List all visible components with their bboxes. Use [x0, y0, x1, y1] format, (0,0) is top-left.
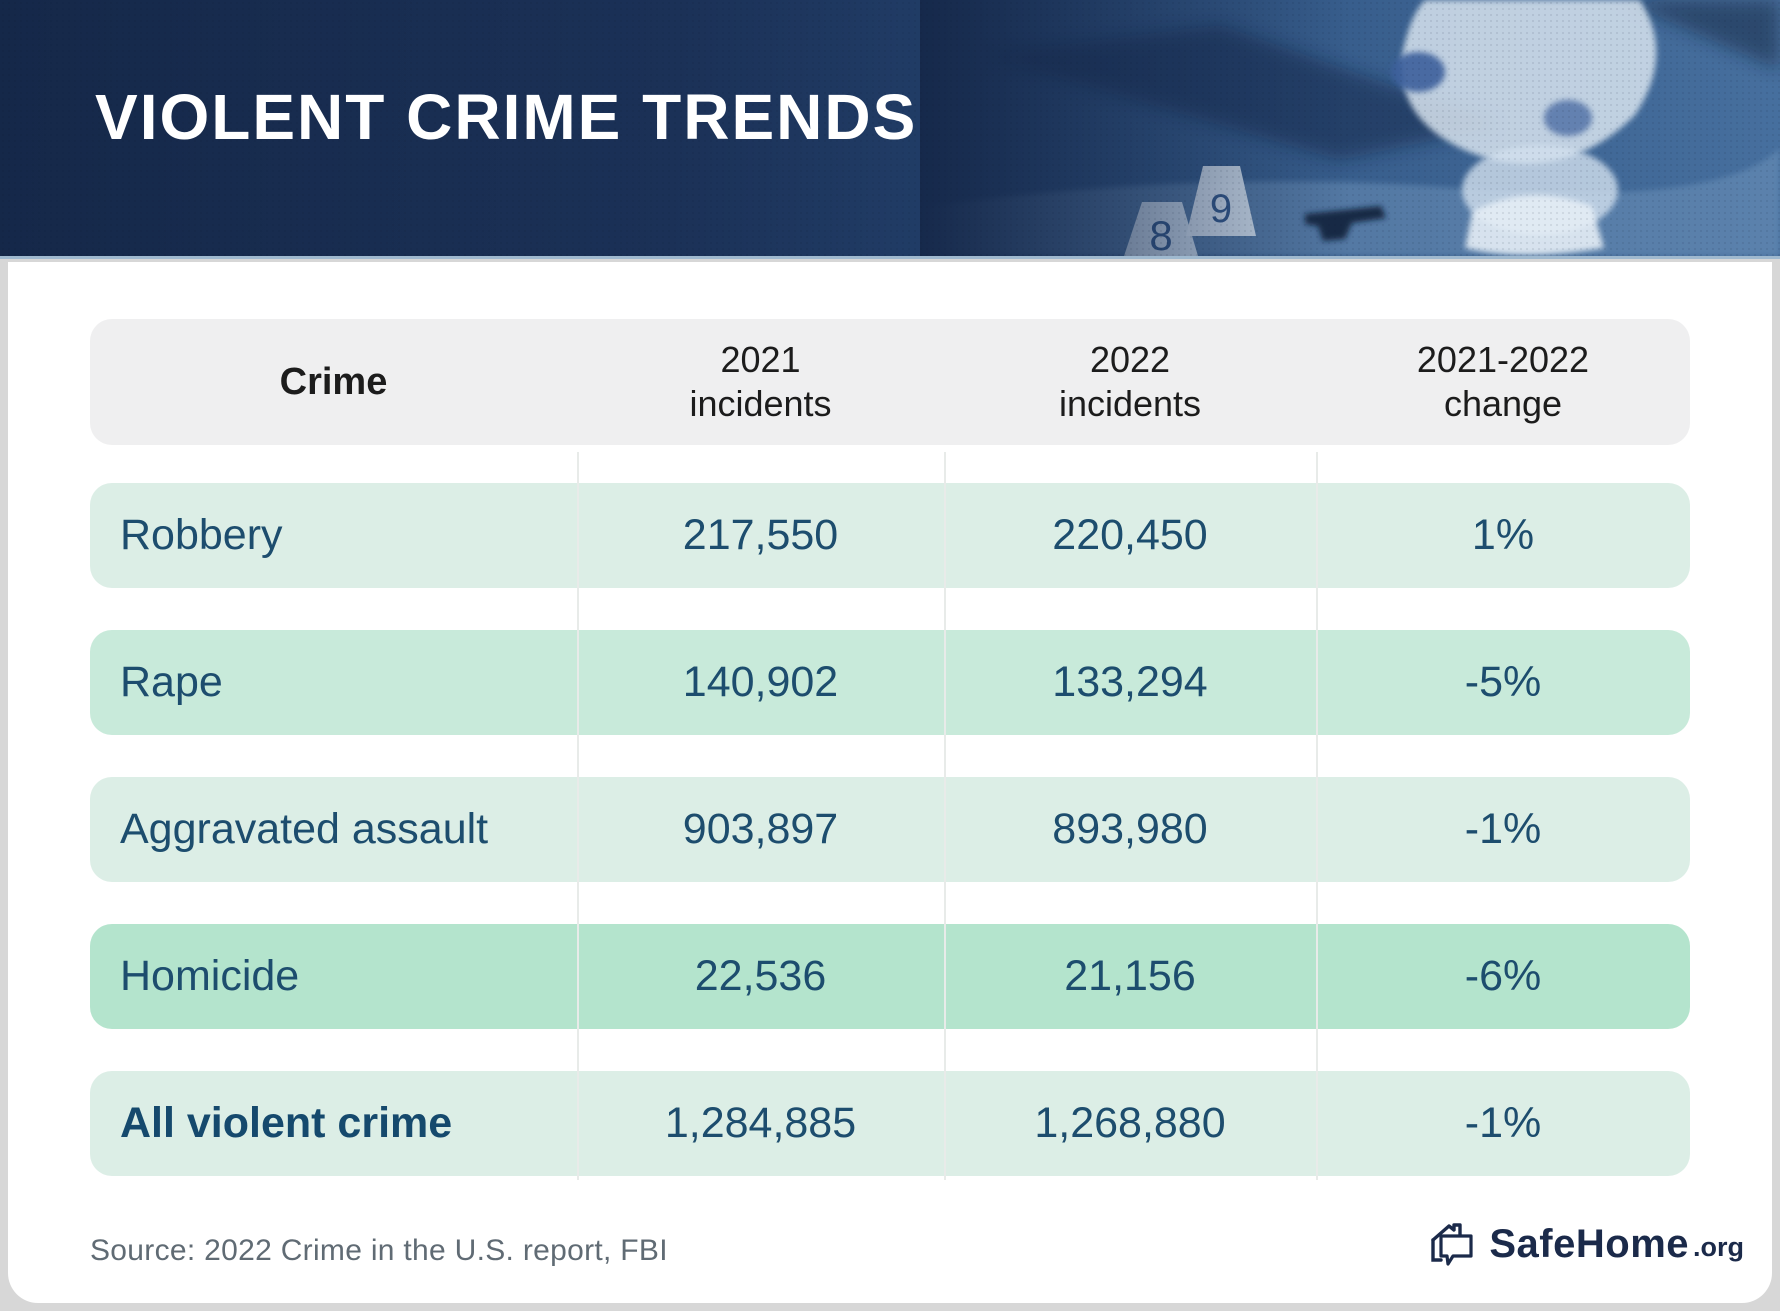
column-header-2021: 2021 incidents	[689, 339, 832, 424]
logo-text: SafeHome	[1489, 1221, 1689, 1266]
incidents-2021: 140,902	[682, 658, 839, 706]
table-header-row: Crime 2021 incidents 2022 incidents 2021…	[90, 319, 1690, 445]
column-header-change: 2021-2022 change	[1416, 339, 1590, 424]
table-row-homicide: Homicide 22,536 21,156 -6%	[90, 924, 1690, 1029]
crime-label: Aggravated assault	[120, 805, 489, 853]
change-value: 1%	[1471, 511, 1535, 559]
incidents-2022: 21,156	[1064, 952, 1196, 1000]
logo-suffix: .org	[1693, 1232, 1744, 1262]
column-divider	[944, 452, 946, 1180]
house-chat-icon	[1431, 1223, 1473, 1266]
change-value: -1%	[1464, 805, 1542, 853]
photo-fade	[920, 0, 1780, 256]
table-row-robbery: Robbery 217,550 220,450 1%	[90, 483, 1690, 588]
incidents-2021: 22,536	[694, 952, 827, 1000]
change-value: -5%	[1464, 658, 1542, 706]
incidents-2022: 1,268,880	[1034, 1099, 1226, 1147]
content-card: Crime 2021 incidents 2022 incidents 2021…	[8, 262, 1772, 1303]
incidents-2022: 893,980	[1052, 805, 1208, 853]
incidents-2021: 217,550	[682, 511, 839, 559]
crime-scene-photo: 9 8	[920, 0, 1780, 256]
column-header-crime: Crime	[279, 360, 388, 403]
incidents-2022: 220,450	[1052, 511, 1208, 559]
crime-label: All violent crime	[120, 1099, 453, 1147]
incidents-2021: 1,284,885	[664, 1099, 857, 1147]
table-row-rape: Rape 140,902 133,294 -5%	[90, 630, 1690, 735]
change-value: -6%	[1464, 952, 1542, 1000]
safehome-logo[interactable]: SafeHome .org	[1427, 1220, 1744, 1268]
table-row-all-violent-crime: All violent crime 1,284,885 1,268,880 -1…	[90, 1071, 1690, 1176]
column-divider	[1316, 452, 1318, 1180]
column-divider	[577, 452, 579, 1180]
column-header-2022: 2022 incidents	[1058, 339, 1202, 424]
incidents-2022: 133,294	[1052, 658, 1208, 706]
incidents-2021: 903,897	[682, 805, 839, 853]
page-title: VIOLENT CRIME TRENDS	[95, 81, 918, 153]
table-row-aggravated-assault: Aggravated assault 903,897 893,980 -1%	[90, 777, 1690, 882]
change-value: -1%	[1464, 1099, 1542, 1147]
crime-label: Rape	[120, 658, 223, 706]
crime-label: Robbery	[120, 511, 283, 559]
hero-banner: VIOLENT CRIME TRENDS	[0, 0, 1780, 259]
crime-label: Homicide	[120, 952, 300, 1000]
source-note: Source: 2022 Crime in the U.S. report, F…	[90, 1234, 668, 1267]
